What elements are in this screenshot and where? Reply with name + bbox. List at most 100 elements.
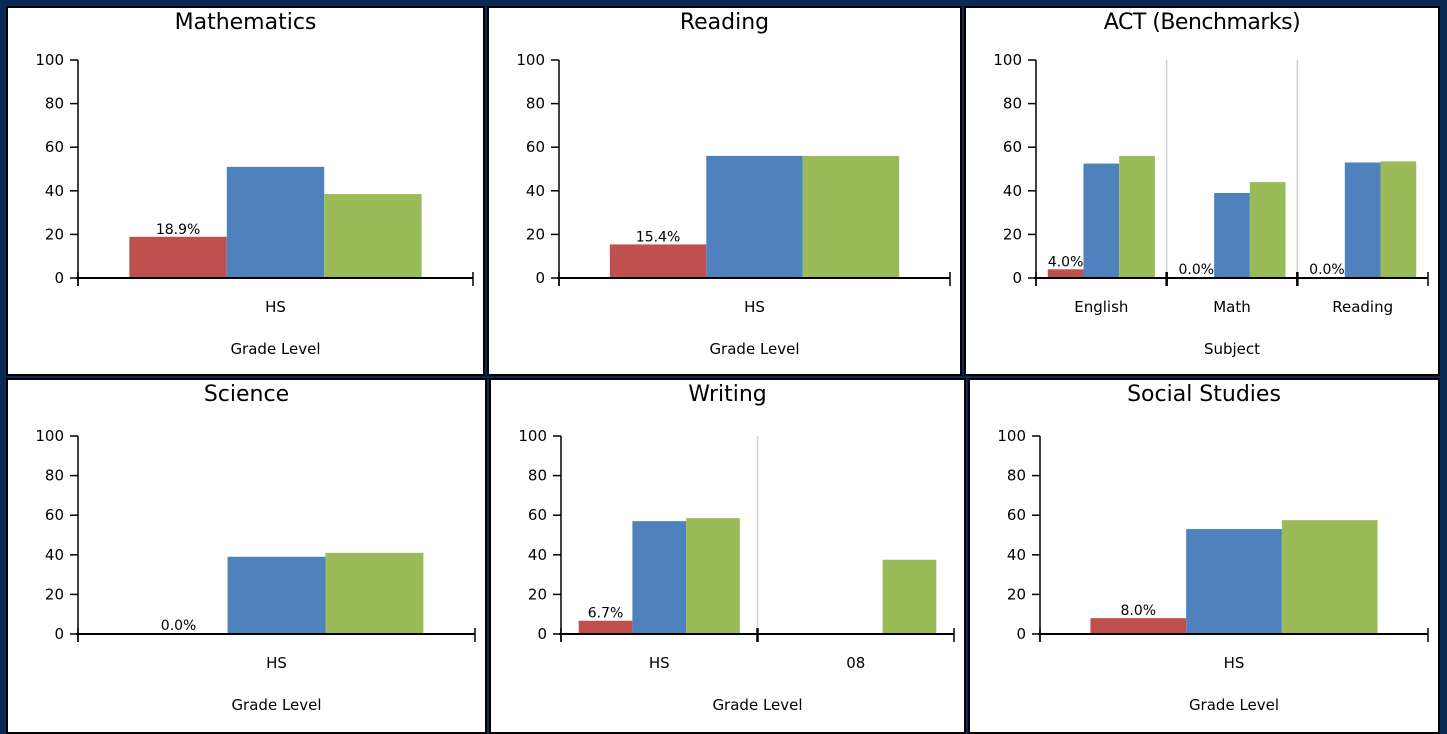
x-tick-label: HS (266, 654, 287, 672)
y-tick-label: 40 (528, 546, 547, 564)
bar (227, 556, 326, 634)
x-tick-label: Math (1213, 298, 1251, 316)
y-tick-label: 80 (528, 467, 547, 485)
chart-title: ACT (Benchmarks) (1103, 10, 1301, 35)
y-tick-label: 100 (997, 427, 1026, 445)
y-tick-label: 20 (526, 225, 545, 243)
x-axis-label: Subject (1204, 340, 1260, 358)
y-tick-label: 40 (1007, 546, 1026, 564)
y-tick-label: 20 (528, 585, 547, 603)
chart-panel-science: Science 0 20 40 60 80 100 0.0% HS Grade Level (6, 378, 487, 734)
x-axis-label: Grade Level (1189, 696, 1279, 714)
y-tick-label: 20 (45, 225, 64, 243)
y-tick-label: 60 (526, 138, 545, 156)
bar (1090, 618, 1187, 634)
bar (1186, 529, 1282, 634)
chart-title: Reading (679, 10, 770, 35)
y-tick-label: 100 (516, 51, 545, 69)
chart-panel-writing: Writing 0 20 40 60 80 100 6.7% HS 08 Grade Level (489, 378, 966, 734)
bar (1380, 161, 1417, 278)
chart-science: 0 20 40 60 80 100 0.0% HS Grade Level (35, 427, 476, 714)
x-axis-label: Grade Level (230, 340, 320, 358)
bar (324, 194, 422, 278)
y-tick-label: 20 (45, 585, 64, 603)
y-tick-label: 0 (54, 269, 64, 287)
data-label: 4.0% (1048, 254, 1084, 270)
y-tick-label: 60 (1003, 138, 1022, 156)
bar (1047, 269, 1084, 278)
data-label: 15.4% (636, 229, 680, 245)
bar (325, 552, 424, 634)
bar (882, 559, 937, 634)
data-label: 0.0% (161, 618, 197, 634)
x-tick-label: Reading (1332, 298, 1393, 316)
y-tick-label: 0 (54, 625, 64, 643)
y-tick-label: 40 (45, 182, 64, 200)
y-tick-label: 80 (1003, 95, 1022, 113)
chart-reading: 0 20 40 60 80 100 15.4% HS Grade Level (516, 51, 951, 358)
y-tick-label: 100 (993, 51, 1022, 69)
bar (632, 521, 687, 634)
bar (1344, 162, 1381, 278)
x-tick-label: HS (265, 298, 286, 316)
bar (129, 236, 227, 278)
x-tick-label: HS (649, 654, 670, 672)
data-label: 8.0% (1121, 603, 1157, 619)
bar (1083, 163, 1120, 278)
y-tick-label: 0 (537, 625, 547, 643)
chart-title: Social Studies (1127, 382, 1281, 407)
y-tick-label: 100 (518, 427, 547, 445)
y-tick-label: 0 (535, 269, 545, 287)
y-tick-label: 0 (1016, 625, 1026, 643)
bar (609, 244, 707, 278)
bar (578, 620, 633, 634)
y-tick-label: 60 (528, 506, 547, 524)
bar (802, 155, 900, 278)
x-tick-label: HS (744, 298, 765, 316)
chart-panel-reading: Reading 0 20 40 60 80 100 15.4% HS Grade Level (487, 6, 962, 376)
y-tick-label: 100 (35, 51, 64, 69)
chart-panel-act-benchmarks: ACT (Benchmarks) 0 20 40 60 80 100 4.0% 0.0% 0.0… (964, 6, 1440, 376)
bar (1214, 192, 1250, 278)
y-tick-label: 60 (1007, 506, 1026, 524)
y-tick-label: 0 (1012, 269, 1022, 287)
data-label: 0.0% (1178, 262, 1214, 278)
bar (1249, 182, 1286, 278)
chart-social-studies: 0 20 40 60 80 100 8.0% HS Grade Level (997, 427, 1429, 714)
x-tick-label: HS (1224, 654, 1245, 672)
chart-act-benchmarks: 0 20 40 60 80 100 4.0% 0.0% 0.0% English Math Readi… (993, 51, 1429, 358)
data-label: 0.0% (1309, 262, 1345, 278)
chart-panel-mathematics: Mathematics 0 20 40 60 80 100 18.9% HS Grade Lev… (6, 6, 485, 376)
bar (1119, 155, 1155, 278)
x-axis-label: Grade Level (231, 696, 321, 714)
y-tick-label: 20 (1007, 585, 1026, 603)
bar (686, 518, 740, 634)
y-tick-label: 80 (45, 467, 64, 485)
x-tick-label: English (1074, 298, 1128, 316)
y-tick-label: 100 (35, 427, 64, 445)
x-tick-label: 08 (846, 654, 865, 672)
chart-title: Science (203, 382, 290, 407)
y-tick-label: 80 (45, 95, 64, 113)
y-tick-label: 80 (526, 95, 545, 113)
y-tick-label: 40 (45, 546, 64, 564)
y-tick-label: 60 (45, 138, 64, 156)
chart-mathematics: 0 20 40 60 80 100 18.9% HS Grade Level (35, 51, 474, 358)
y-tick-label: 40 (526, 182, 545, 200)
chart-title: Mathematics (174, 10, 317, 35)
y-tick-label: 20 (1003, 225, 1022, 243)
chart-panel-social-studies: Social Studies 0 20 40 60 80 100 8.0% HS Grade L… (968, 378, 1440, 734)
bar (226, 166, 325, 278)
bar (706, 155, 803, 278)
chart-title: Writing (688, 382, 767, 407)
y-tick-label: 80 (1007, 467, 1026, 485)
data-label: 18.9% (156, 222, 200, 238)
y-tick-label: 40 (1003, 182, 1022, 200)
x-axis-label: Grade Level (709, 340, 799, 358)
x-axis-label: Grade Level (712, 696, 802, 714)
bar (1281, 520, 1378, 634)
chart-writing: 0 20 40 60 80 100 6.7% HS 08 Grade Level (518, 427, 955, 714)
data-label: 6.7% (588, 606, 624, 622)
y-tick-label: 60 (45, 506, 64, 524)
